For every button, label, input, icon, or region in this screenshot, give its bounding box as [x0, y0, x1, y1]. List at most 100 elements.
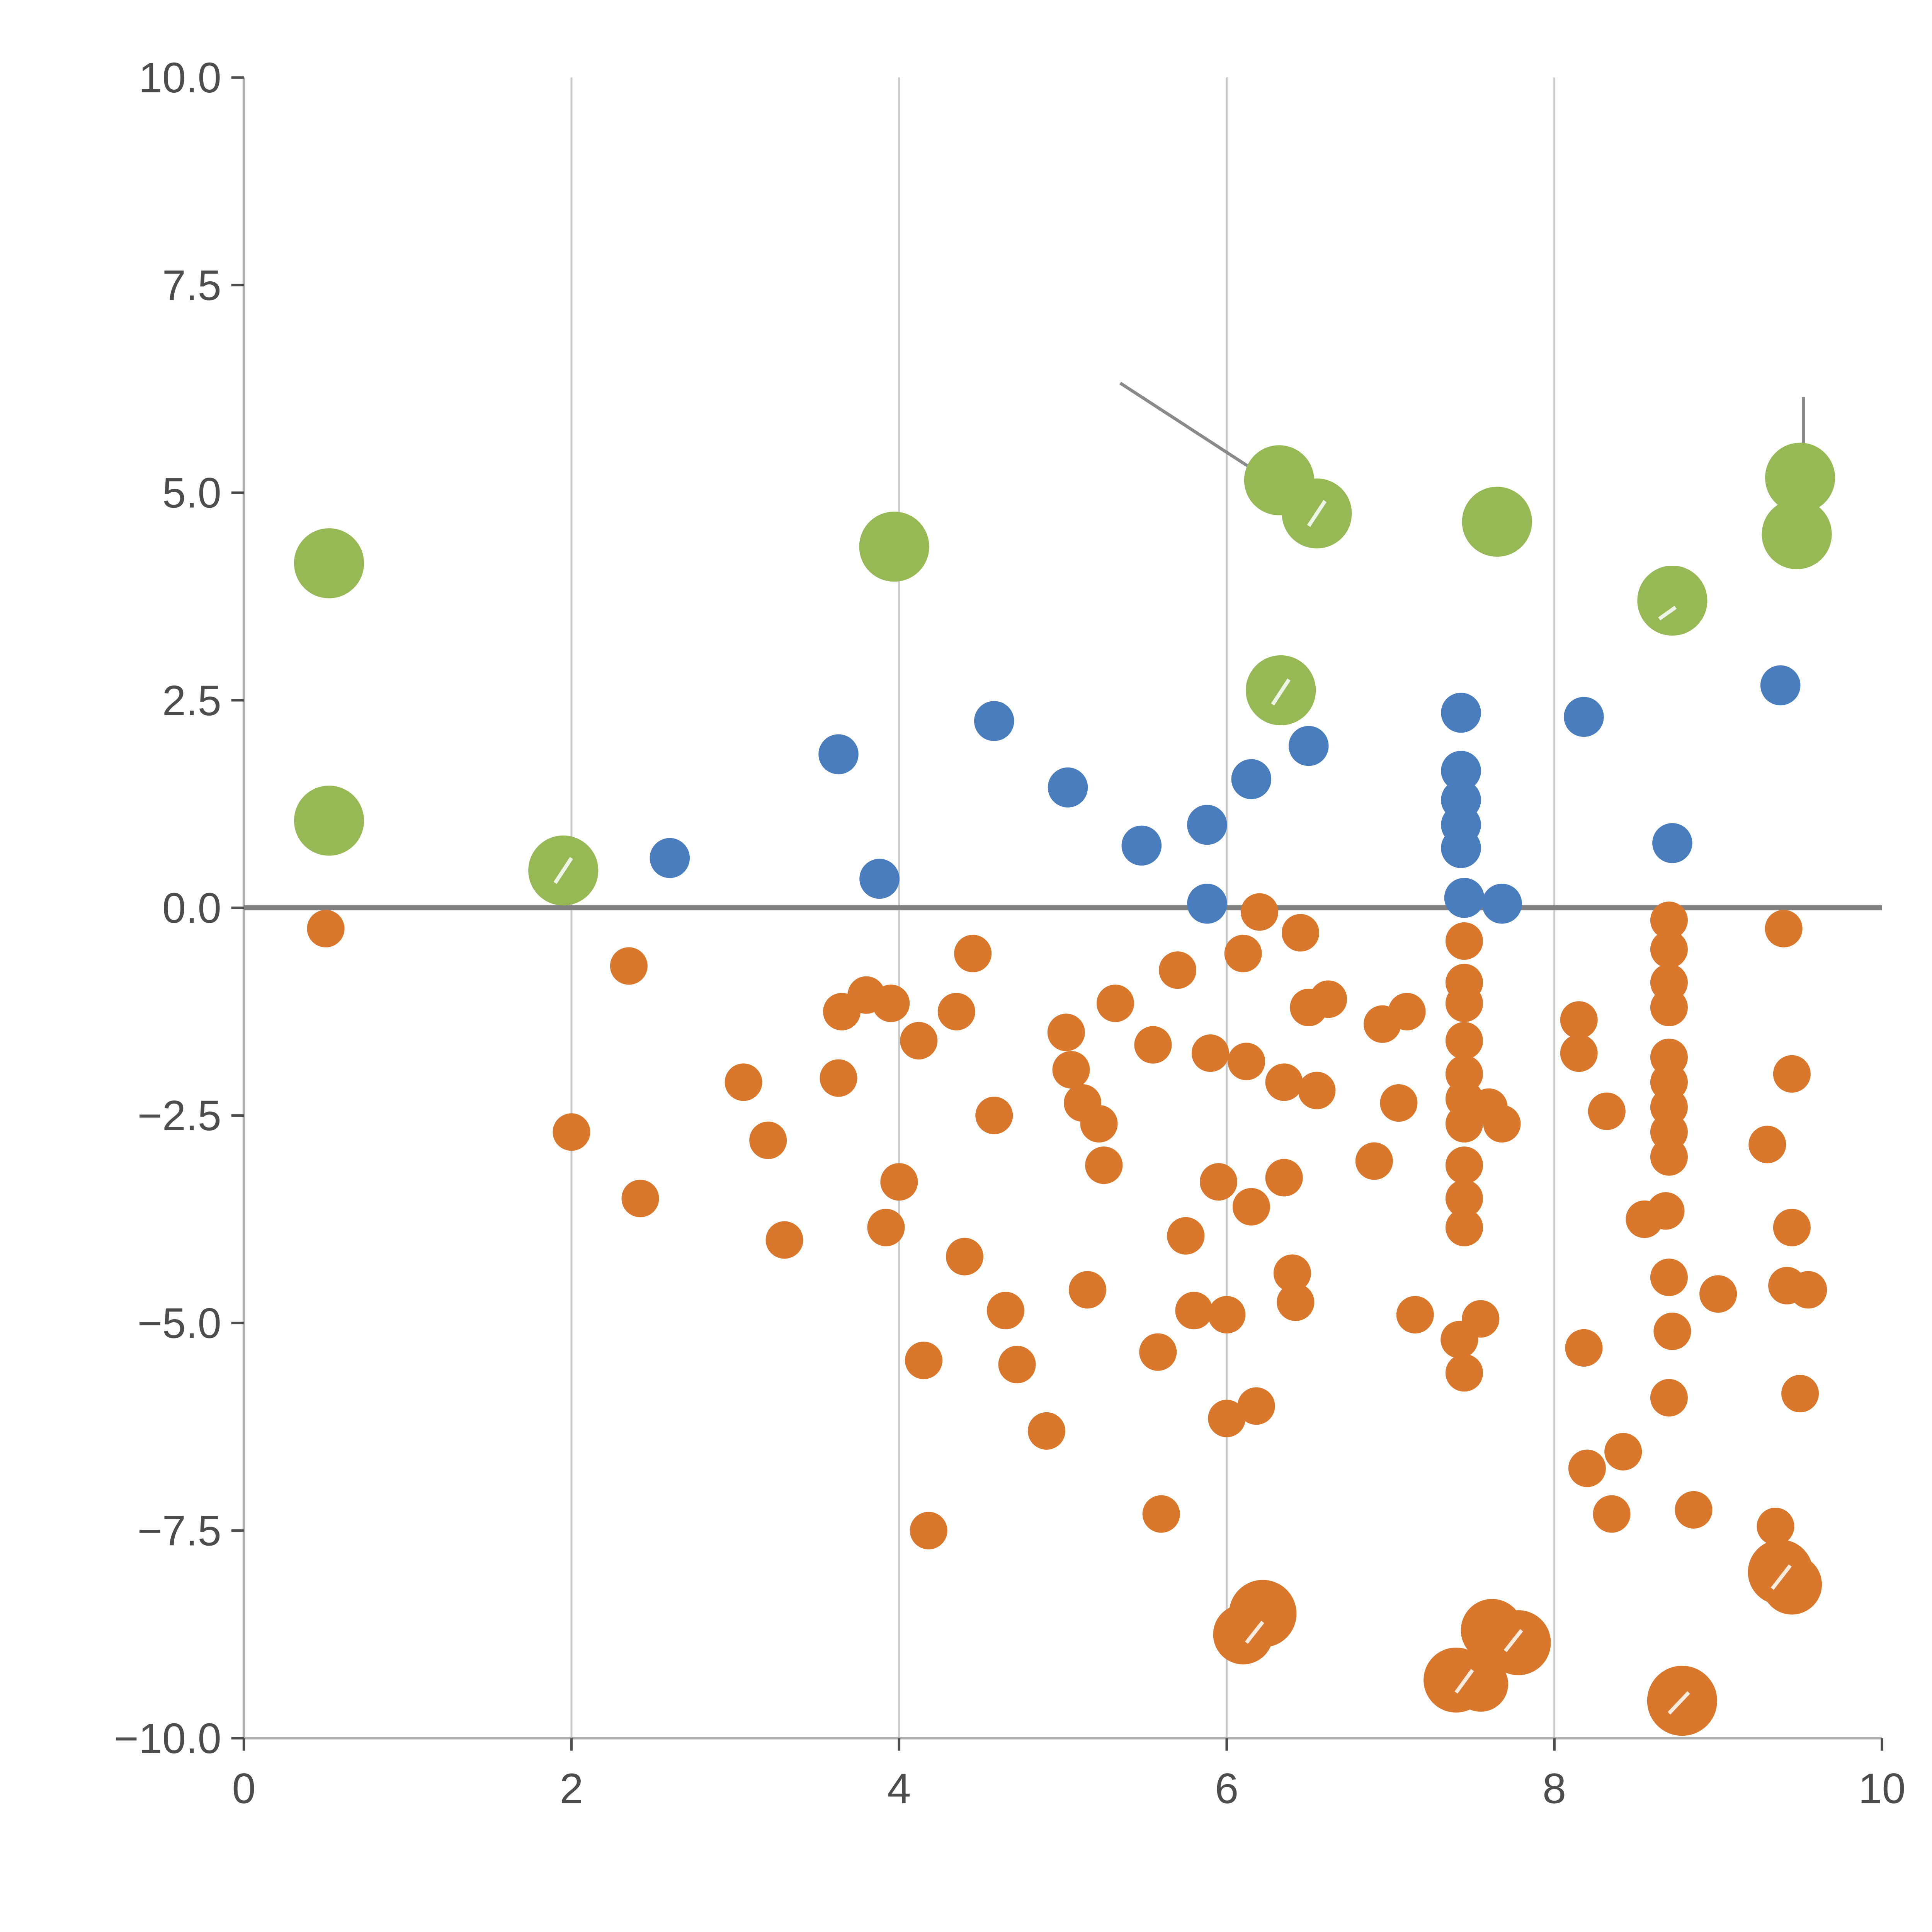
data-point-orange-small — [1675, 1491, 1713, 1529]
x-tick-label: 2 — [560, 1765, 583, 1813]
data-point-green-large — [1762, 499, 1832, 570]
data-point-orange-small — [1650, 1138, 1688, 1176]
data-point-orange-small — [1229, 1580, 1297, 1648]
data-point-blue-medium — [1760, 665, 1801, 706]
data-point-orange-small — [1080, 1105, 1118, 1143]
x-tick-label: 8 — [1543, 1765, 1566, 1813]
data-point-orange-small — [1355, 1142, 1393, 1180]
data-point-orange-small — [1445, 1022, 1483, 1060]
data-point-blue-medium — [1187, 883, 1227, 924]
data-point-orange-small — [1445, 985, 1483, 1022]
data-point-orange-small — [749, 1121, 787, 1159]
data-point-orange-small — [954, 935, 992, 973]
data-point-orange-small — [1445, 1146, 1483, 1184]
data-point-blue-medium — [1441, 751, 1481, 791]
data-point-orange-small — [1139, 1333, 1177, 1371]
data-point-orange-small — [1167, 1217, 1205, 1255]
data-point-orange-small — [1310, 980, 1347, 1018]
data-point-orange-small — [1277, 1283, 1315, 1321]
data-point-orange-small — [1789, 1271, 1827, 1309]
data-point-green-large — [1637, 565, 1708, 636]
data-point-orange-small — [1273, 1254, 1311, 1292]
data-point-orange-small — [1565, 1329, 1603, 1367]
label-fragment-mark — [1454, 1669, 1474, 1694]
data-point-orange-small — [1650, 1379, 1688, 1417]
data-point-green-large — [1462, 486, 1532, 557]
data-point-orange-small — [1762, 1554, 1822, 1615]
y-tick-label: −7.5 — [138, 1507, 221, 1555]
label-fragment-mark — [1245, 1621, 1264, 1644]
data-point-orange-small — [1650, 930, 1688, 968]
y-tick-label: −2.5 — [138, 1092, 221, 1139]
data-point-orange-small — [1462, 1300, 1500, 1338]
data-point-blue-medium — [1441, 692, 1481, 733]
data-point-blue-medium — [859, 859, 900, 899]
data-point-orange-small — [1191, 1034, 1229, 1072]
y-tick-label: 2.5 — [162, 677, 221, 724]
data-point-orange-small — [765, 1221, 803, 1259]
data-point-orange-small — [1781, 1375, 1819, 1413]
data-point-blue-medium — [1231, 759, 1272, 799]
data-point-orange-small — [1232, 1188, 1270, 1226]
data-point-green-large — [859, 512, 929, 582]
data-point-orange-small — [1453, 1656, 1509, 1712]
data-point-orange-small — [1388, 993, 1426, 1031]
y-tick-label: 0.0 — [162, 884, 221, 932]
data-point-orange-small — [621, 1180, 659, 1218]
data-point-orange-small — [1445, 1354, 1483, 1392]
data-point-orange-small — [1486, 1610, 1551, 1675]
data-point-orange-small — [867, 1209, 905, 1247]
data-point-orange-small — [1380, 1084, 1418, 1122]
data-point-blue-medium — [1441, 828, 1481, 868]
data-point-orange-small — [1052, 1051, 1090, 1089]
data-point-orange-small — [900, 1022, 938, 1060]
data-point-orange-small — [1224, 935, 1262, 973]
data-point-blue-medium — [1652, 823, 1692, 863]
data-point-orange-small — [1085, 1146, 1123, 1184]
data-point-orange-small — [1396, 1296, 1434, 1334]
data-point-orange-small — [986, 1292, 1024, 1330]
data-point-orange-small — [1748, 1126, 1786, 1163]
data-point-orange-small — [1588, 1092, 1626, 1130]
data-point-orange-small — [1096, 985, 1134, 1022]
data-point-orange-small — [1650, 901, 1688, 939]
data-point-orange-small — [1068, 1271, 1106, 1309]
data-point-orange-small — [1142, 1495, 1180, 1533]
data-point-orange-small — [553, 1113, 590, 1151]
data-point-blue-medium — [974, 701, 1014, 741]
data-point-blue-medium — [1048, 767, 1088, 808]
label-fragment-mark — [1271, 678, 1291, 706]
y-tick-label: 10.0 — [139, 54, 221, 102]
y-tick-label: −10.0 — [114, 1715, 221, 1762]
data-point-orange-small — [1265, 1063, 1303, 1101]
data-point-orange-small — [1765, 910, 1803, 947]
data-point-blue-medium — [1288, 726, 1329, 766]
data-point-green-large — [1765, 442, 1835, 513]
data-point-blue-medium — [650, 838, 690, 878]
label-fragment-mark — [553, 857, 573, 884]
y-tick-label: −5.0 — [138, 1299, 221, 1347]
data-point-orange-small — [1200, 1163, 1238, 1201]
data-point-orange-small — [1653, 1312, 1691, 1350]
data-point-orange-small — [724, 1063, 762, 1101]
data-point-orange-small — [998, 1345, 1036, 1383]
label-fragment-mark — [1307, 500, 1327, 527]
data-point-orange-small — [1047, 1014, 1085, 1051]
data-point-blue-medium — [818, 734, 859, 774]
data-point-orange-small — [1650, 988, 1688, 1026]
data-point-orange-small — [1647, 1192, 1685, 1230]
data-point-orange-small — [1773, 1209, 1811, 1247]
data-point-orange-small — [610, 947, 648, 985]
data-point-orange-small — [1445, 1209, 1483, 1247]
data-point-orange-small — [1445, 1180, 1483, 1218]
data-point-orange-small — [1265, 1159, 1303, 1197]
data-point-orange-small — [1298, 1071, 1336, 1109]
data-point-green-large — [294, 786, 364, 856]
data-point-orange-small — [872, 985, 910, 1022]
data-point-orange-small — [1560, 1001, 1598, 1039]
data-point-orange-small — [1650, 1259, 1688, 1296]
data-point-orange-small — [1699, 1275, 1737, 1313]
data-point-blue-medium — [1121, 825, 1162, 866]
data-point-orange-small — [937, 993, 975, 1031]
